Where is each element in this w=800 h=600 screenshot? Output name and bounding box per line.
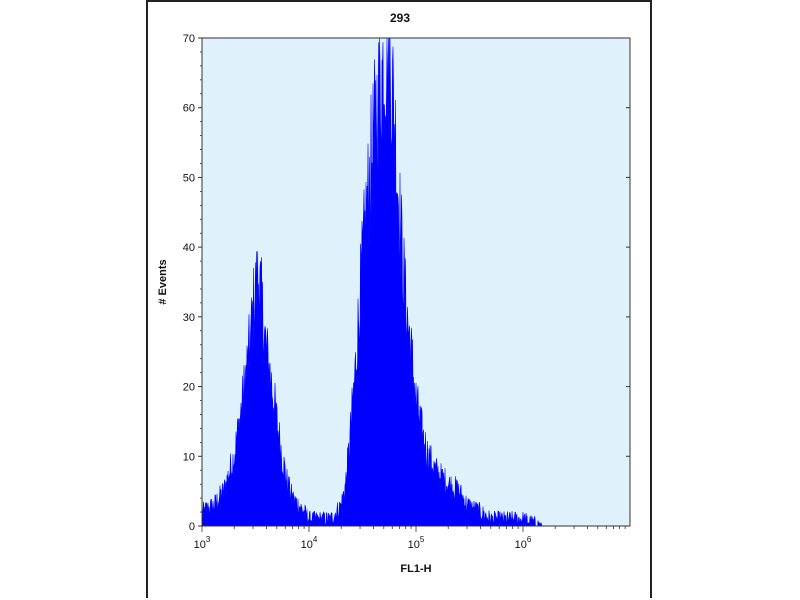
x-tick-label: 103 — [194, 535, 211, 551]
x-tick-label: 104 — [301, 535, 318, 551]
histogram-layer — [201, 37, 543, 527]
y-tick-label: 0 — [189, 521, 195, 533]
y-tick-label: 50 — [183, 172, 195, 184]
x-axis-label: FL1-H — [400, 563, 431, 575]
y-tick-label: 20 — [183, 382, 195, 394]
y-tick-label: 10 — [183, 451, 195, 463]
chart-title: 293 — [390, 11, 410, 25]
y-tick-label: 40 — [183, 242, 195, 254]
histogram-area — [201, 37, 543, 527]
y-axis-label: # Events — [157, 259, 169, 304]
y-tick-label: 30 — [183, 312, 195, 324]
x-tick-label: 106 — [515, 535, 532, 551]
y-tick-label: 60 — [183, 103, 195, 115]
ticks-layer: 0 10 20 30 40 50 60 70 103 104 105 106 — [183, 33, 630, 551]
x-tick-label: 105 — [408, 535, 425, 551]
y-tick-label: 70 — [183, 33, 195, 45]
